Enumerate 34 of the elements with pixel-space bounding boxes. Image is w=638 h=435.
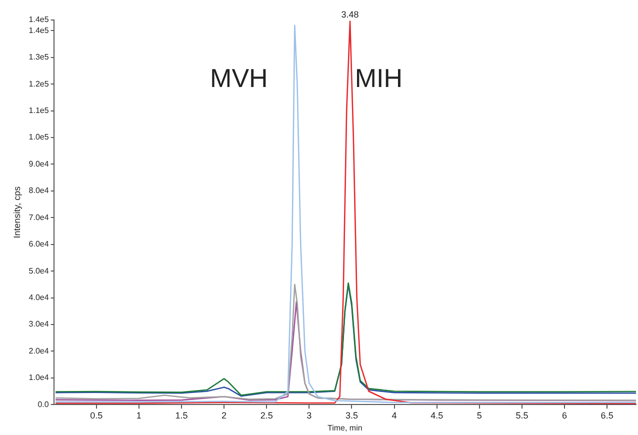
x-tick-label: 1 [136, 410, 142, 420]
x-tick-label: 2.5 [260, 410, 273, 420]
x-tick-label: 4 [392, 410, 397, 420]
y-tick-label: 1.1e5 [28, 106, 50, 116]
x-tick-label: 2 [222, 410, 227, 420]
y-tick-label: 8.0e4 [28, 186, 50, 196]
y-tick-label: 7.0e4 [28, 212, 50, 222]
x-tick-label: 6 [562, 410, 568, 420]
annotation: MVH [210, 62, 268, 93]
y-tick-label: 9.0e4 [28, 159, 50, 168]
y-axis-title: Intensity, cps [12, 186, 22, 238]
x-tick-label: 4.5 [430, 410, 444, 420]
y-tick-label: 1.4e5 [28, 15, 50, 24]
y-tick-label: 1.2e5 [28, 79, 50, 88]
x-tick-label: 3 [306, 410, 312, 420]
y-tick-label: 2.0e4 [28, 346, 50, 356]
y-tick-label: 1.3e5 [28, 52, 50, 62]
x-tick-label: 5.5 [516, 410, 528, 420]
x-tick-label: 3.5 [345, 410, 358, 420]
y-tick-label: 5.0e4 [28, 266, 50, 276]
annotation: 3.48 [341, 9, 359, 20]
x-tick-label: 5 [476, 410, 482, 420]
annotation: MIH [354, 62, 403, 93]
x-axis-title: Time, min [327, 423, 362, 432]
x-tick-label: 1.5 [175, 410, 188, 420]
x-tick-label: 0.5 [90, 410, 103, 420]
y-tick-label: 1.4e5 [28, 26, 50, 35]
x-tick-label: 6.5 [600, 410, 614, 420]
y-tick-label: 3.0e4 [28, 320, 50, 329]
y-tick-label: 1.0e5 [28, 132, 50, 142]
y-tick-label: 6.0e4 [28, 240, 50, 249]
y-tick-label: 4.0e4 [28, 292, 50, 302]
y-tick-label: 0.0 [38, 400, 50, 409]
y-tick-label: 1.0e4 [28, 373, 50, 382]
